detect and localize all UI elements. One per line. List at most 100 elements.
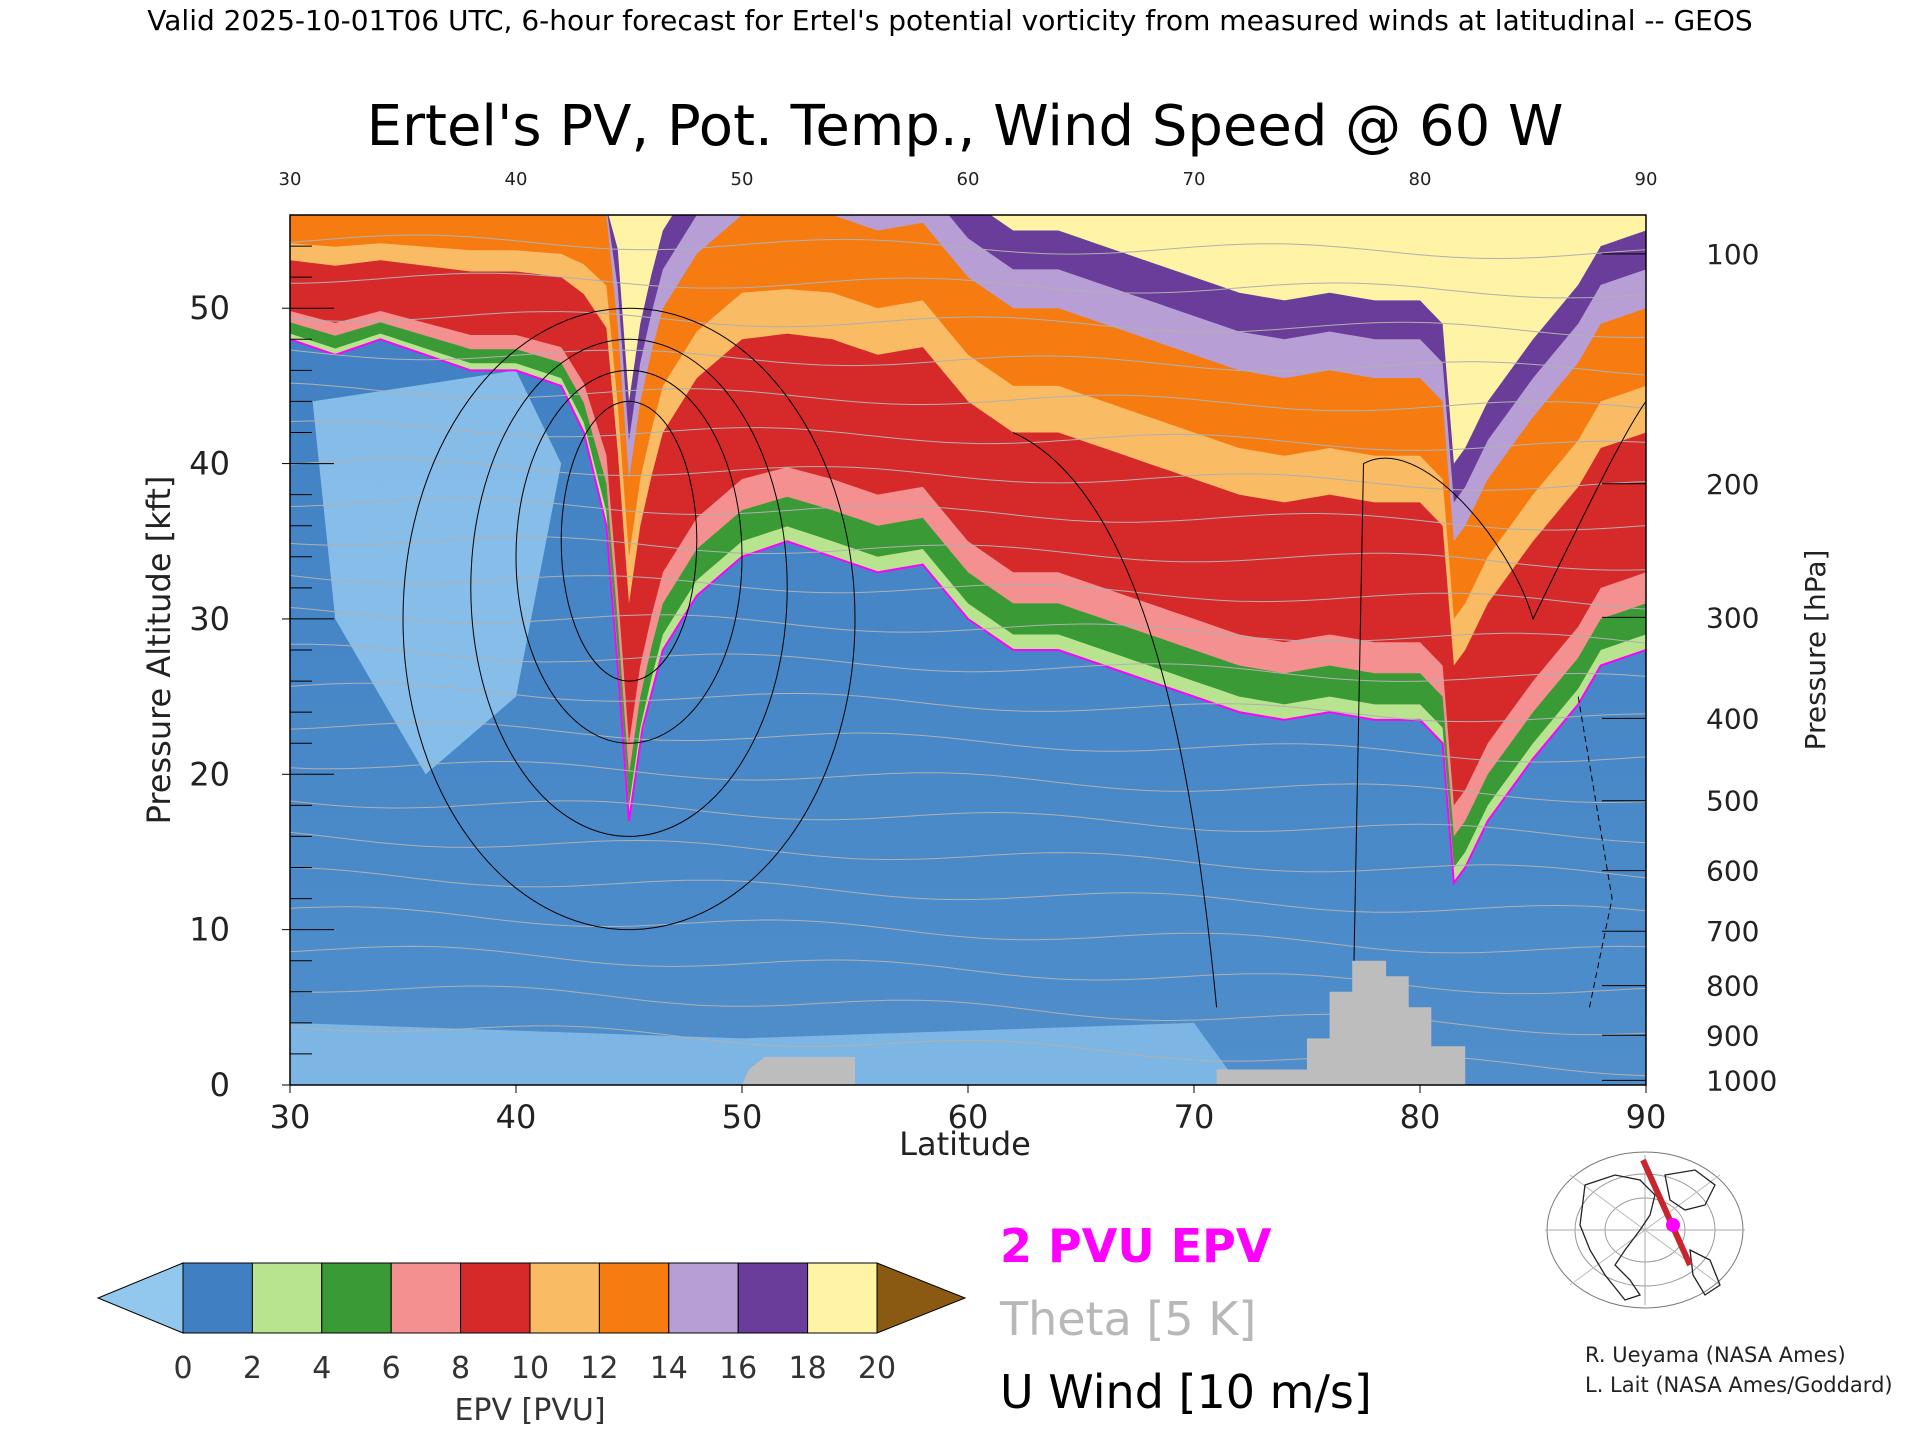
y-tick-label: 30 (189, 600, 230, 638)
x-tick-label: 90 (1626, 1098, 1667, 1136)
chart-title: Ertel's PV, Pot. Temp., Wind Speed @ 60 … (367, 94, 1564, 159)
pressure-axis-label: Pressure [hPa] (1799, 550, 1832, 751)
top-x-tick-label: 70 (1183, 169, 1206, 190)
colorbar-tick-label: 6 (382, 1351, 401, 1386)
colorbar-segment (390, 1262, 462, 1334)
u-wind-contour (560, 400, 698, 682)
x-tick-label: 70 (1174, 1098, 1215, 1136)
cross-section-line (1640, 1158, 1693, 1267)
theta-isentrope (290, 382, 1646, 412)
top-x-tick-label: 30 (279, 169, 302, 190)
pressure-tick-label: 700 (1706, 915, 1759, 948)
u-wind-contour (1351, 401, 1646, 1054)
plot-area (289, 214, 1647, 1086)
theta-isentrope (290, 607, 1646, 644)
pressure-tick-label: 500 (1706, 785, 1759, 818)
cross-section-marker (1666, 1218, 1680, 1232)
colorbar-label: EPV [PVU] (454, 1393, 605, 1428)
pressure-tick-label: 300 (1706, 601, 1759, 634)
colorbar-tick-label: 0 (173, 1351, 192, 1386)
colorbar-tick-label: 16 (719, 1351, 757, 1386)
tropopause-2pvu-line (290, 338, 1646, 886)
x-axis-label: Latitude (899, 1125, 1031, 1163)
theta-isentrope (290, 420, 1646, 451)
y-tick-label: 50 (189, 289, 230, 327)
theta-isentrope (290, 867, 1646, 913)
pressure-tick-label: 800 (1706, 970, 1759, 1003)
theta-isentrope (290, 682, 1646, 723)
y-tick-label: 0 (210, 1066, 230, 1104)
top-x-tick-label: 90 (1635, 169, 1658, 190)
x-tick-label: 60 (948, 1098, 989, 1136)
colorbar-segment (321, 1262, 392, 1334)
colorbar-segment (737, 1262, 809, 1334)
legend: 2 PVU EPV Theta [5 K] U Wind [10 m/s] (999, 1219, 1372, 1419)
colorbar-low-arrow (96, 1262, 184, 1334)
colorbar-segment (598, 1262, 670, 1334)
y-axis-label: Pressure Altitude [kft] (140, 476, 178, 825)
pressure-tick-label: 1000 (1706, 1064, 1777, 1097)
colorbar-tick-label: 20 (858, 1351, 896, 1386)
theta-isentrope (290, 721, 1646, 763)
theta-isentrope (290, 643, 1646, 683)
legend-epv: 2 PVU EPV (1000, 1219, 1272, 1273)
credit-line-1: R. Ueyama (NASA Ames) (1585, 1343, 1846, 1367)
theta-isentrope (290, 311, 1646, 339)
y-tick-label: 40 (189, 445, 230, 483)
top-x-tick-label: 40 (505, 169, 528, 190)
colorbar-segment (529, 1262, 600, 1334)
low-pv-patch (312, 370, 562, 775)
theta-isentrope (290, 536, 1646, 571)
top-x-tick-label: 80 (1409, 169, 1432, 190)
pressure-tick-label: 100 (1706, 238, 1759, 271)
theta-isentrope (290, 272, 1646, 299)
pressure-tick-label: 200 (1706, 468, 1759, 501)
colorbar-tick-label: 2 (243, 1351, 262, 1386)
x-tick-label: 40 (496, 1098, 537, 1136)
pressure-tick-label: 400 (1706, 702, 1759, 735)
valid-time-header: Valid 2025-10-01T06 UTC, 6-hour forecast… (147, 4, 1752, 37)
theta-isentrope (290, 575, 1646, 610)
colorbar-tick-label: 10 (511, 1351, 549, 1386)
credit-line-2: L. Lait (NASA Ames/Goddard) (1585, 1373, 1893, 1397)
pressure-tick-label: 900 (1706, 1019, 1759, 1052)
colorbar-segment (251, 1262, 323, 1334)
x-tick-label: 80 (1400, 1098, 1441, 1136)
u-wind-contour (515, 369, 743, 744)
colorbar-segment (668, 1262, 739, 1334)
colorbar-high-arrow (876, 1262, 967, 1334)
colorbar-tick-label: 12 (580, 1351, 618, 1386)
colorbar-segment (807, 1262, 878, 1334)
colorbar-segment (182, 1262, 253, 1334)
u-wind-contour (470, 338, 788, 837)
colorbar-tick-label: 8 (451, 1351, 470, 1386)
theta-isentrope (290, 458, 1646, 491)
top-x-tick-label: 60 (957, 169, 980, 190)
legend-u-wind: U Wind [10 m/s] (1000, 1365, 1372, 1419)
theta-isentrope (290, 234, 1646, 260)
theta-isentrope (290, 945, 1646, 995)
surface-terrain (742, 960, 1466, 1085)
theta-isentrope (290, 800, 1646, 844)
legend-theta: Theta [5 K] (999, 1292, 1256, 1346)
colorbar-segment (460, 1262, 531, 1334)
pv-band-8 (608, 215, 1646, 464)
top-x-tick-label: 50 (731, 169, 754, 190)
u-wind-contour-negative (1577, 696, 1613, 1008)
theta-isentrope (290, 497, 1646, 531)
y-tick-label: 20 (189, 755, 230, 793)
u-wind-contour (1012, 432, 1218, 1008)
theta-isentrope (290, 349, 1646, 376)
pressure-tick-label: 600 (1706, 855, 1759, 888)
cross-section-locator-map-icon (1545, 1151, 1745, 1309)
u-wind-contour (402, 307, 856, 931)
x-tick-label: 50 (722, 1098, 763, 1136)
y-tick-label: 10 (189, 911, 230, 949)
colorbar-tick-label: 14 (650, 1351, 688, 1386)
surface-low-pv (290, 1022, 1240, 1085)
theta-isentrope (290, 831, 1646, 879)
colorbar-tick-label: 4 (312, 1351, 331, 1386)
